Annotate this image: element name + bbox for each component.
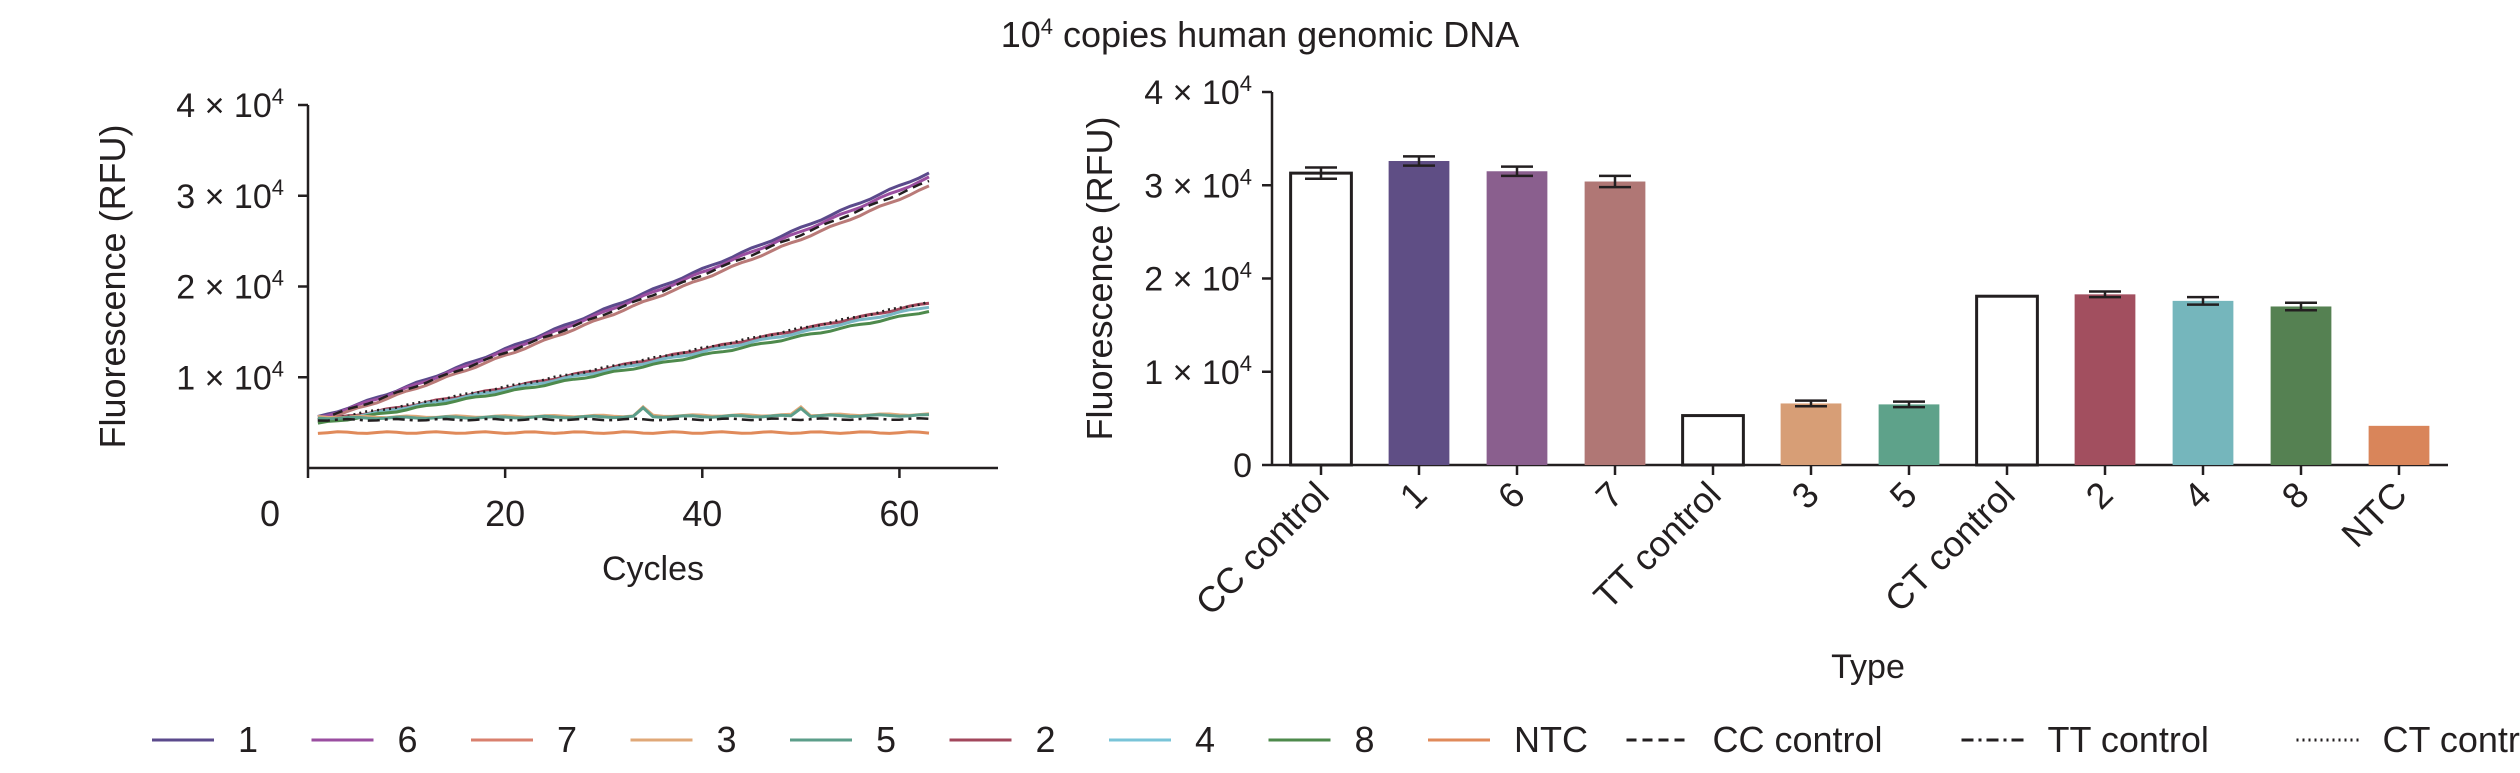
- x-tick-label: 5: [1882, 474, 1925, 517]
- bar: [2074, 294, 2136, 465]
- legend-label: NTC: [1514, 719, 1588, 760]
- x-tick-label: 8: [2274, 474, 2317, 517]
- series-line-4: [317, 305, 930, 424]
- legend-label: CT control: [2383, 719, 2520, 760]
- series-line-8: [317, 310, 930, 425]
- x-tick-label: 20: [485, 493, 525, 534]
- x-tick-label: 3: [1784, 474, 1827, 517]
- x-tick-label: 1: [1392, 474, 1435, 517]
- series-line-7: [317, 184, 930, 423]
- legend: 1 6 7 3 5 2 4 8 NTC CC control TT control CT contro…: [152, 719, 2520, 760]
- y-axis-title: Fluorescence (RFU): [1079, 116, 1120, 440]
- series-line-ct-control: [317, 300, 930, 421]
- y-tick-label: 1 × 104: [176, 356, 284, 397]
- x-tick-label: 0: [260, 493, 280, 534]
- x-tick-label: 4: [2176, 474, 2219, 517]
- y-tick-label: 2 × 104: [1144, 258, 1252, 299]
- y-tick-label: 2 × 104: [176, 266, 284, 307]
- bar: [1486, 171, 1548, 465]
- legend-label: CC control: [1713, 719, 1883, 760]
- bar: [2270, 306, 2332, 465]
- y-tick-label: 3 × 104: [1144, 164, 1252, 205]
- bar-chart: 0 1 × 104 2 × 104 3 × 104 4 × 104 CC control 1…: [1079, 71, 2448, 686]
- legend-label: TT control: [2048, 719, 2209, 760]
- legend-label: 6: [398, 719, 418, 760]
- series-line-ntc: [317, 430, 930, 435]
- y-tick-label: 1 × 104: [1144, 351, 1252, 392]
- series-line-1: [317, 171, 930, 418]
- legend-label: 4: [1195, 719, 1215, 760]
- legend-label: 2: [1036, 719, 1056, 760]
- legend-label: 5: [876, 719, 896, 760]
- x-axis-title: Cycles: [602, 550, 704, 588]
- y-tick-label: 4 × 104: [176, 84, 284, 125]
- bar: [1388, 161, 1450, 465]
- bar: [1584, 181, 1646, 465]
- series-line-5: [317, 405, 930, 421]
- series-line-tt-control: [317, 416, 930, 422]
- series-line-cc-control: [317, 179, 930, 421]
- legend-label: 7: [557, 719, 577, 760]
- bar: [1681, 414, 1745, 467]
- line-chart: 1 × 104 2 × 104 3 × 104 4 × 104 0 20 40 60 Cycle…: [92, 84, 998, 588]
- bar: [2172, 300, 2234, 465]
- bar: [1780, 403, 1842, 465]
- title-base: 10: [1000, 14, 1041, 55]
- bar: [1289, 171, 1353, 467]
- title-rest: copies human genomic DNA: [1053, 14, 1520, 55]
- bar: [1975, 294, 2039, 467]
- y-axis-title: Fluorescence (RFU): [92, 124, 133, 448]
- legend-label: 1: [238, 719, 258, 760]
- x-tick-label: 2: [2078, 474, 2121, 517]
- title-exponent: 4: [1040, 14, 1054, 39]
- legend-label: 8: [1355, 719, 1375, 760]
- y-tick-label: 3 × 104: [176, 175, 284, 216]
- x-tick-label: 7: [1588, 474, 1631, 517]
- figure-title: 104 copies human genomic DNA: [0, 14, 2520, 56]
- x-axis-title: Type: [1831, 648, 1905, 686]
- legend-label: 3: [717, 719, 737, 760]
- x-tick-label: 60: [879, 493, 919, 534]
- x-tick-label: 6: [1490, 474, 1533, 517]
- bar: [1878, 404, 1940, 465]
- x-tick-label: 40: [682, 493, 722, 534]
- y-tick-label: 4 × 104: [1144, 71, 1252, 112]
- x-tick-label: NTC: [2333, 474, 2414, 555]
- x-tick-label: CC control: [1187, 474, 1336, 623]
- bar: [2368, 425, 2430, 465]
- y-tick-label: 0: [1233, 447, 1252, 485]
